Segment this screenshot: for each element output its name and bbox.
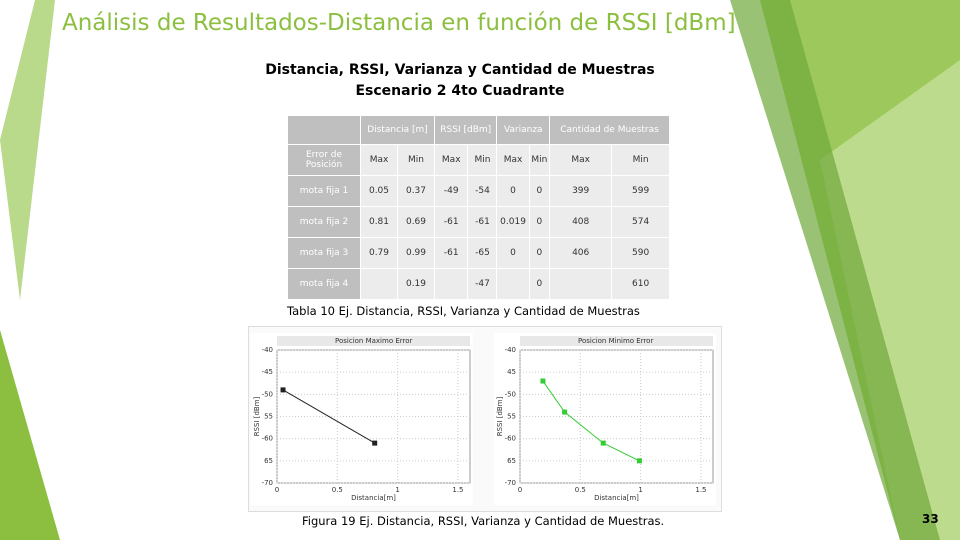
cell: 399: [549, 175, 613, 207]
y-tick-label: -60: [262, 435, 273, 443]
row-label: mota fija 2: [287, 206, 361, 238]
chart-title: Posicion Maximo Error: [335, 337, 413, 345]
table-row: mota fija 1 0.05 0.37 -49 -54 0 0 399 599: [287, 175, 670, 207]
table: Distancia [m] RSSI [dBm] Varianza Cantidad …: [287, 115, 670, 300]
cell: 0: [528, 268, 551, 300]
y-tick-label: -40: [505, 346, 516, 354]
table-row: mota fija 4 0.19 -47 0 610: [287, 268, 670, 300]
data-point: [280, 387, 286, 393]
cell: 0.19: [396, 268, 436, 300]
subheader-cell: Min: [528, 144, 551, 176]
cell: -61: [433, 206, 469, 238]
y-tick-label: -70: [262, 479, 273, 487]
row-header-cell: Error de Posición: [287, 144, 361, 176]
subheader-cell: Max: [549, 144, 613, 176]
page-number: 33: [922, 512, 939, 526]
cell: 0: [496, 237, 530, 269]
y-tick-label: -60: [505, 435, 516, 443]
cell: 0: [496, 175, 530, 207]
cell: -49: [433, 175, 469, 207]
cell: 0.81: [360, 206, 398, 238]
figure-caption: Figura 19 Ej. Distancia, RSSI, Varianza …: [302, 514, 665, 528]
x-tick-label: 1: [395, 486, 399, 494]
data-point: [600, 440, 606, 446]
cell: -47: [467, 268, 498, 300]
chart-title-bar: [520, 336, 713, 346]
chart-title-bar: [277, 336, 470, 346]
row-label: mota fija 3: [287, 237, 361, 269]
y-tick-label: -50: [262, 390, 273, 398]
cell: -54: [467, 175, 498, 207]
y-tick-label: 65: [264, 457, 273, 465]
header-cell: Distancia [m]: [360, 115, 435, 145]
cell: [360, 268, 398, 300]
y-tick-label: -40: [262, 346, 273, 354]
slide-title: Análisis de Resultados-Distancia en func…: [62, 10, 736, 36]
series-line: [542, 380, 640, 462]
cell: 0.37: [396, 175, 436, 207]
x-tick-label: 0: [518, 486, 522, 494]
y-tick-label: 45: [507, 368, 516, 376]
y-tick-label: -45: [262, 368, 273, 376]
y-tick-label: 65: [507, 457, 516, 465]
y-tick-label: -70: [505, 479, 516, 487]
x-tick-label: 1: [638, 486, 642, 494]
chart-title: Posicion Minimo Error: [578, 337, 653, 345]
subheader-cell: Min: [611, 144, 670, 176]
x-tick-label: 0.5: [332, 486, 343, 494]
y-tick-label: 55: [507, 413, 516, 421]
data-point: [562, 409, 568, 415]
x-tick-label: 1.5: [452, 486, 463, 494]
header-cell: RSSI [dBm]: [433, 115, 498, 145]
subheader-cell: Max: [360, 144, 398, 176]
cell: -65: [467, 237, 498, 269]
cell: 0.019: [496, 206, 530, 238]
data-point: [636, 458, 642, 464]
subheader-cell: Min: [467, 144, 498, 176]
y-axis-label: RSSI [dBm]: [253, 396, 261, 436]
cell: 0: [528, 206, 551, 238]
data-point: [540, 378, 546, 384]
cell: [433, 268, 469, 300]
corner-cell: [287, 115, 361, 145]
cell: 0: [528, 175, 551, 207]
subtitle-line: Escenario 2 4to Cuadrante: [355, 83, 565, 99]
cell: -61: [467, 206, 498, 238]
cell: 0.69: [396, 206, 436, 238]
cell: 0: [528, 237, 551, 269]
subtitle: Distancia, RSSI, Varianza y Cantidad de …: [0, 60, 920, 102]
x-axis-label: Distancia[m]: [594, 494, 639, 502]
subheader-cell: Min: [396, 144, 436, 176]
cell: 0.05: [360, 175, 398, 207]
table-caption: Tabla 10 Ej. Distancia, RSSI, Varianza y…: [287, 304, 640, 318]
x-tick-label: 0.5: [575, 486, 586, 494]
subheader-cell: Max: [433, 144, 469, 176]
header-cell: Cantidad de Muestras: [549, 115, 670, 145]
x-tick-label: 1.5: [695, 486, 706, 494]
cell: [549, 268, 613, 300]
x-axis-label: Distancia[m]: [351, 494, 396, 502]
x-tick-label: 0: [275, 486, 279, 494]
series-line: [282, 389, 375, 444]
row-label: mota fija 4: [287, 268, 361, 300]
table-row: Error de Posición Max Min Max Min Max Min Max Mi…: [287, 144, 670, 176]
y-axis-label: RSSI [dBm]: [496, 396, 504, 436]
subtitle-line: Distancia, RSSI, Varianza y Cantidad de …: [265, 62, 655, 78]
cell: [496, 268, 530, 300]
cell: 599: [611, 175, 670, 207]
cell: -61: [433, 237, 469, 269]
table-row: mota fija 3 0.79 0.99 -61 -65 0 0 406 590: [287, 237, 670, 269]
data-point: [372, 440, 378, 446]
cell: 408: [549, 206, 613, 238]
y-tick-label: -50: [505, 390, 516, 398]
row-label: mota fija 1: [287, 175, 361, 207]
y-tick-label: 55: [264, 413, 273, 421]
cell: 610: [611, 268, 670, 300]
subheader-cell: Max: [496, 144, 530, 176]
